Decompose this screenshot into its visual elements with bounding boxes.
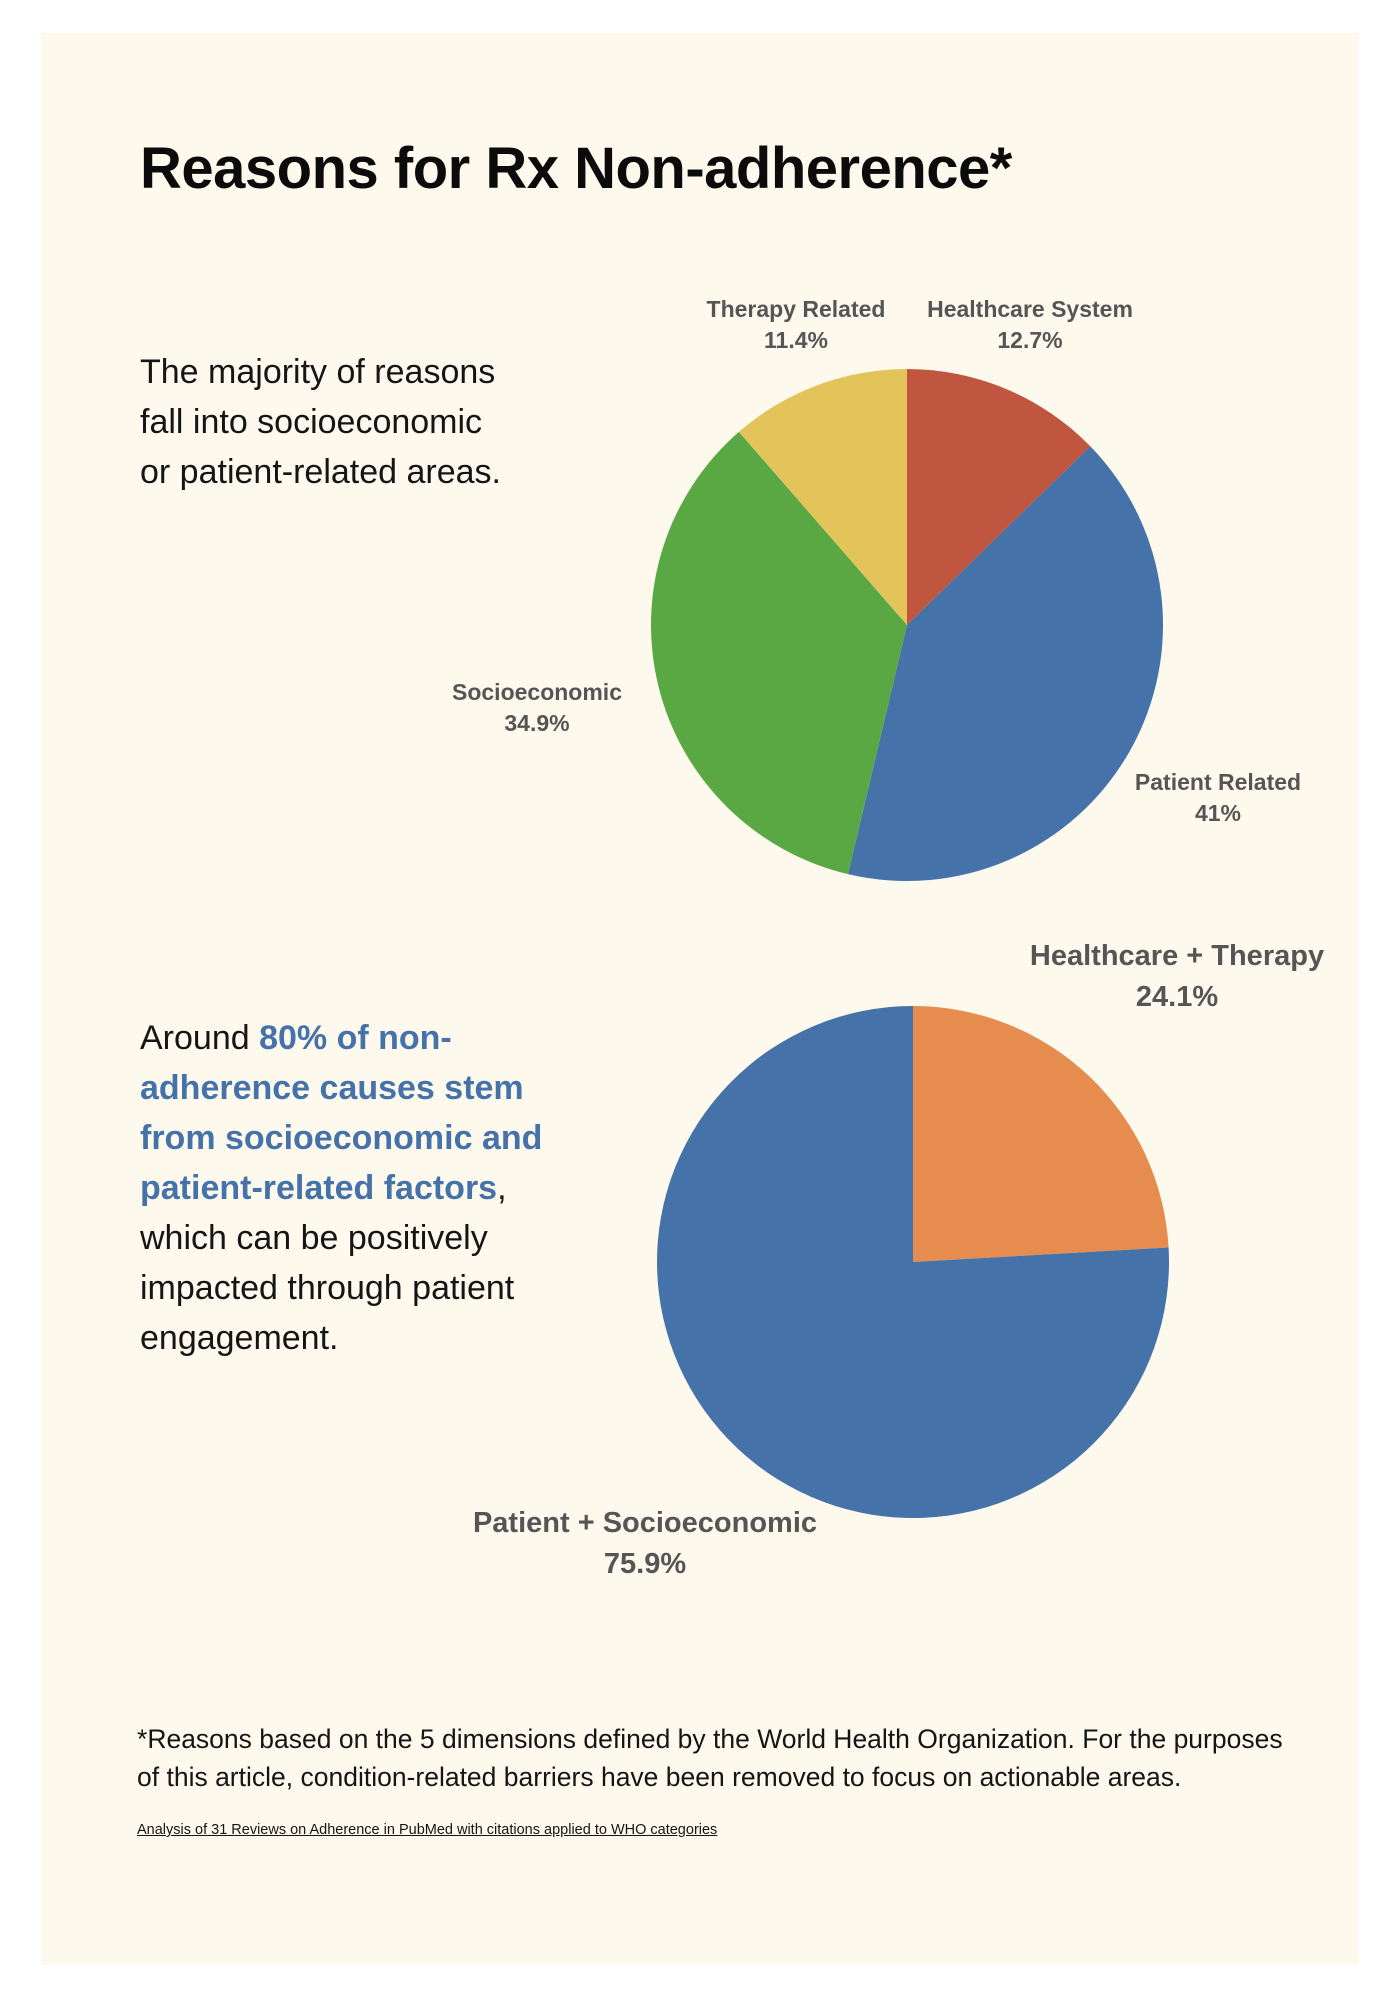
slice-name: Healthcare + Therapy bbox=[1030, 940, 1324, 972]
page-background bbox=[41, 33, 1359, 1965]
source-link[interactable]: Analysis of 31 Reviews on Adherence in P… bbox=[137, 1822, 718, 1838]
slice-name: Therapy Related bbox=[707, 296, 886, 322]
intro-text: The majority of reasons fall into socioe… bbox=[140, 353, 501, 491]
pie-slice-patient-socioeconomic bbox=[656, 1006, 1169, 1518]
summary-prefix: Around bbox=[140, 1019, 260, 1057]
slice-value: 11.4% bbox=[764, 327, 828, 353]
slice-name: Healthcare System bbox=[927, 296, 1133, 322]
pie-chart-1: Healthcare System 12.7% Patient Related 41%… bbox=[452, 296, 1301, 881]
slice-name: Socioeconomic bbox=[452, 679, 622, 705]
footnote: *Reasons based on the 5 dimensions defin… bbox=[137, 1724, 1283, 1792]
pie-slice-patient-related bbox=[848, 446, 1163, 881]
pie-chart-2: Healthcare + Therapy 24.1% Patient + Socio… bbox=[473, 940, 1324, 1580]
slice-label-healthcare-system: Healthcare System 12.7% bbox=[927, 296, 1133, 353]
slice-value: 41% bbox=[1195, 800, 1241, 826]
slice-value: 34.9% bbox=[504, 710, 569, 736]
slice-value: 12.7% bbox=[997, 327, 1062, 353]
slice-label-healthcare-therapy: Healthcare + Therapy 24.1% bbox=[1030, 940, 1324, 1013]
slice-label-socioeconomic: Socioeconomic 34.9% bbox=[452, 679, 622, 736]
summary-highlight: 80% of non-adherence causes stem from so… bbox=[140, 1019, 543, 1207]
slice-label-patient-socioeconomic: Patient + Socioeconomic 75.9% bbox=[473, 1507, 817, 1580]
summary-suffix: , which can be positively impacted throu… bbox=[140, 1169, 515, 1357]
slice-value: 75.9% bbox=[604, 1548, 686, 1580]
slice-name: Patient Related bbox=[1135, 769, 1301, 795]
pie-slice-therapy-related bbox=[738, 368, 907, 625]
pie-slice-healthcare-therapy bbox=[913, 1006, 1169, 1262]
page-title: Reasons for Rx Non-adherence* bbox=[140, 136, 1012, 201]
pie-slice-socioeconomic bbox=[650, 431, 907, 875]
pie-slice-healthcare-system bbox=[907, 369, 1091, 625]
slice-label-patient-related: Patient Related 41% bbox=[1135, 769, 1301, 826]
slice-value: 24.1% bbox=[1136, 981, 1218, 1013]
slice-label-therapy-related: Therapy Related 11.4% bbox=[707, 296, 886, 353]
summary-text: Around 80% of non-adherence causes stem … bbox=[140, 1013, 600, 1363]
slice-name: Patient + Socioeconomic bbox=[473, 1507, 817, 1539]
